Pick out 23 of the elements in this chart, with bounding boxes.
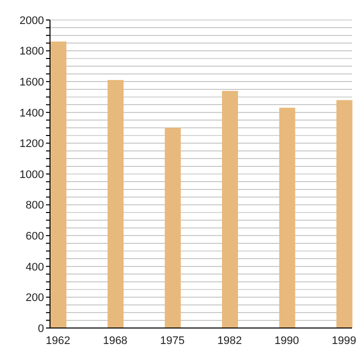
bar [164, 128, 181, 328]
y-tick-label: 800 [26, 200, 44, 212]
y-tick-label: 1000 [20, 168, 44, 181]
y-tick-label: 1800 [20, 46, 44, 58]
x-tick-label: 1975 [160, 334, 185, 347]
y-tick-label: 1400 [20, 107, 44, 120]
y-tick-label: 1600 [20, 76, 44, 89]
bar [108, 80, 124, 328]
x-tick-label: 1962 [46, 334, 70, 347]
y-tick-label: 1200 [20, 138, 44, 150]
y-tick-label: 600 [26, 230, 44, 243]
y-tick-label: 400 [26, 261, 44, 274]
y-tick-label: 0 [38, 322, 44, 335]
bar [222, 90, 238, 328]
x-tick-label: 1999 [332, 334, 356, 347]
y-tick-label: 2000 [20, 14, 44, 27]
bar [279, 108, 296, 328]
bar [50, 42, 66, 328]
x-tick-label: 1990 [274, 334, 300, 347]
bar [336, 100, 352, 328]
y-tick-label: 200 [26, 292, 44, 304]
x-tick-label: 1982 [217, 334, 242, 347]
x-tick-label: 1968 [102, 334, 128, 347]
